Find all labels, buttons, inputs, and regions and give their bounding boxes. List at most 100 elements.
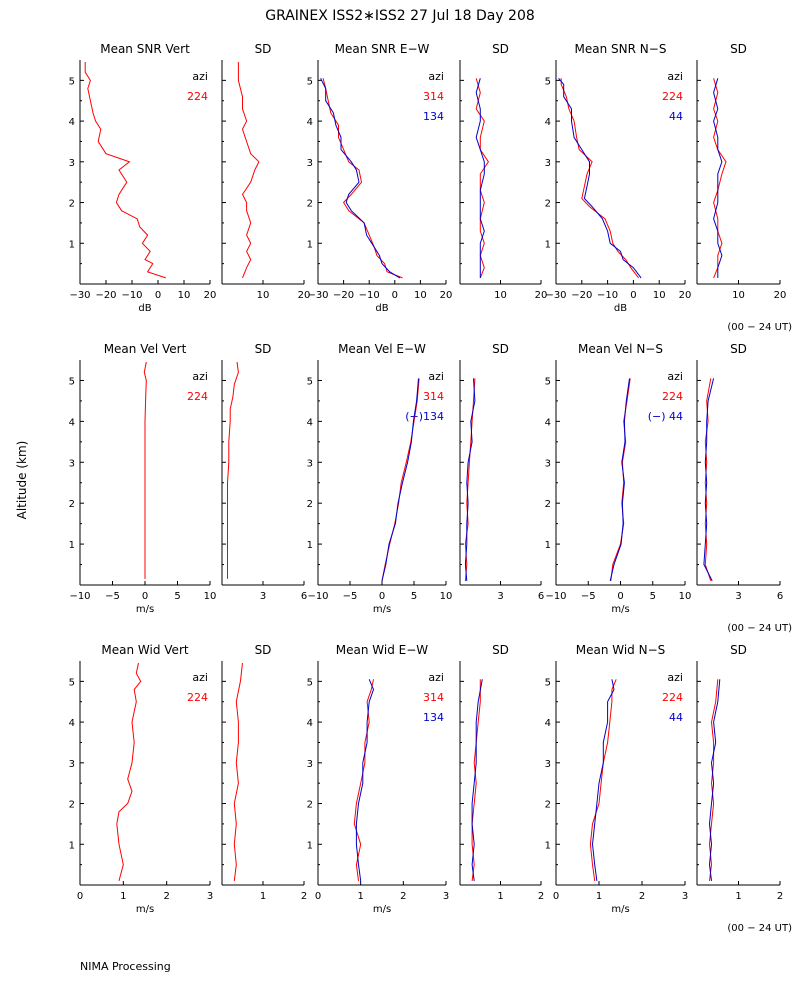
- y-tick-label: 5: [545, 376, 551, 387]
- x-tick-label: 20: [774, 290, 787, 301]
- x-tick-label: 2: [639, 891, 645, 902]
- y-tick-label: 4: [545, 718, 551, 729]
- y-tick-label: 5: [307, 376, 313, 387]
- y-axis-label: Altitude (km): [15, 441, 29, 520]
- panel-wid_ew: Mean Wid E−W 1 2 3 4 5 0 1 2 3 m/s azi 314 134: [307, 643, 450, 915]
- footer-note: NIMA Processing: [80, 960, 171, 973]
- legend-entry: 314: [423, 90, 444, 103]
- panel-vel_vert_sd: SD 3 6: [221, 342, 307, 602]
- series-line-0: [143, 361, 147, 579]
- series-line-1: [591, 679, 615, 881]
- panel-wid_vert: Mean Wid Vert 1 2 3 4 5 0 1 2 3 m/s azi 224: [69, 643, 214, 915]
- x-tick-label: −10: [121, 290, 142, 301]
- legend-entry: 224: [187, 691, 208, 704]
- x-tick-label: 0: [630, 290, 636, 301]
- y-tick-label: 3: [307, 158, 313, 169]
- x-tick-label: 2: [777, 891, 783, 902]
- x-axis-label: m/s: [136, 604, 154, 615]
- y-tick-label: 1: [307, 540, 313, 551]
- x-tick-label: 5: [411, 591, 417, 602]
- y-tick-label: 3: [545, 458, 551, 469]
- y-tick-label: 2: [307, 800, 313, 811]
- x-tick-label: 20: [204, 290, 217, 301]
- x-tick-label: 10: [257, 290, 270, 301]
- x-tick-label: 3: [682, 891, 688, 902]
- x-tick-label: 20: [535, 290, 548, 301]
- panel-title: SD: [255, 643, 272, 657]
- legend-entry: (−)134: [405, 410, 444, 423]
- legend-entry: 224: [662, 390, 683, 403]
- x-tick-label: 3: [207, 891, 213, 902]
- x-tick-label: 3: [443, 891, 449, 902]
- series-line-1: [464, 378, 476, 581]
- x-tick-label: 0: [553, 891, 559, 902]
- panel-wid_ns: Mean Wid N−S 1 2 3 4 5 0 1 2 3 m/s azi 224 44: [545, 643, 689, 915]
- legend-header: azi: [667, 70, 683, 83]
- x-tick-label: 0: [155, 290, 161, 301]
- x-axis-label: m/s: [611, 604, 629, 615]
- y-tick-label: 4: [545, 117, 551, 128]
- y-tick-label: 3: [69, 759, 75, 770]
- page-title: GRAINEX ISS2∗ISS2 27 Jul 18 Day 208: [265, 8, 535, 24]
- panel-vel_ns: Mean Vel N−S 1 2 3 4 5 −10 −5 0 5 10 m/s azi 224 (−) 4…: [545, 342, 692, 615]
- x-axis-label: m/s: [136, 904, 154, 915]
- x-axis-label: m/s: [373, 904, 391, 915]
- series-line-0: [237, 62, 260, 279]
- panel-title: SD: [730, 342, 747, 356]
- x-tick-label: −20: [571, 290, 592, 301]
- x-tick-label: 3: [497, 591, 503, 602]
- legend-entry: 224: [187, 390, 208, 403]
- y-tick-label: 2: [69, 199, 75, 210]
- y-tick-label: 1: [69, 540, 75, 551]
- panel-wid_ns_sd: SD 1 2: [696, 643, 783, 902]
- series-line-0: [708, 679, 719, 881]
- y-tick-label: 4: [69, 117, 75, 128]
- legend-entry: 224: [187, 90, 208, 103]
- ut-note-2: (00 − 24 UT): [727, 623, 792, 634]
- x-tick-label: 10: [494, 290, 507, 301]
- y-tick-label: 5: [69, 76, 75, 87]
- panel-title: SD: [255, 42, 272, 56]
- panel-title: Mean SNR E−W: [335, 42, 430, 56]
- legend-entry: 314: [423, 390, 444, 403]
- x-axis-label: dB: [138, 303, 151, 314]
- legend-header: azi: [428, 671, 444, 684]
- x-tick-label: 0: [379, 591, 385, 602]
- panel-title: Mean SNR Vert: [100, 42, 190, 56]
- x-tick-label: −30: [69, 290, 90, 301]
- x-tick-label: 20: [440, 290, 453, 301]
- series-line-1: [703, 378, 715, 582]
- panel-title: SD: [492, 342, 509, 356]
- y-tick-label: 2: [69, 800, 75, 811]
- panel-title: SD: [255, 342, 272, 356]
- x-tick-label: −10: [597, 290, 618, 301]
- y-tick-label: 5: [307, 76, 313, 87]
- y-tick-label: 1: [545, 540, 551, 551]
- legend-header: azi: [667, 671, 683, 684]
- series-line-0: [322, 78, 403, 279]
- x-tick-label: 1: [735, 891, 741, 902]
- series-line-1: [713, 78, 723, 278]
- series-line-0: [589, 679, 617, 881]
- panel-snr_ew: Mean SNR E−W 1 2 3 4 5 −30 −20 −10 0 10 20 dB azi 314 1…: [307, 42, 453, 314]
- panel-vel_vert: Mean Vel Vert 1 2 3 4 5 −10 −5 0 5 10 m/s azi 224: [69, 342, 217, 615]
- y-tick-label: 1: [307, 840, 313, 851]
- y-tick-label: 2: [307, 199, 313, 210]
- panel-title: SD: [492, 643, 509, 657]
- x-tick-label: 0: [392, 290, 398, 301]
- x-tick-label: 0: [315, 891, 321, 902]
- y-tick-label: 5: [69, 376, 75, 387]
- series-line-0: [227, 361, 239, 579]
- y-tick-label: 2: [307, 499, 313, 510]
- series-line-1: [475, 78, 485, 278]
- panel-title: Mean SNR N−S: [575, 42, 667, 56]
- series-line-1: [708, 679, 721, 881]
- y-tick-label: 4: [307, 117, 313, 128]
- x-tick-label: −20: [95, 290, 116, 301]
- legend-entry: (−) 44: [648, 410, 683, 423]
- y-tick-label: 2: [69, 499, 75, 510]
- x-tick-label: 5: [174, 591, 180, 602]
- x-tick-label: −10: [69, 591, 90, 602]
- panel-title: Mean Wid Vert: [101, 643, 188, 657]
- x-tick-label: 20: [679, 290, 692, 301]
